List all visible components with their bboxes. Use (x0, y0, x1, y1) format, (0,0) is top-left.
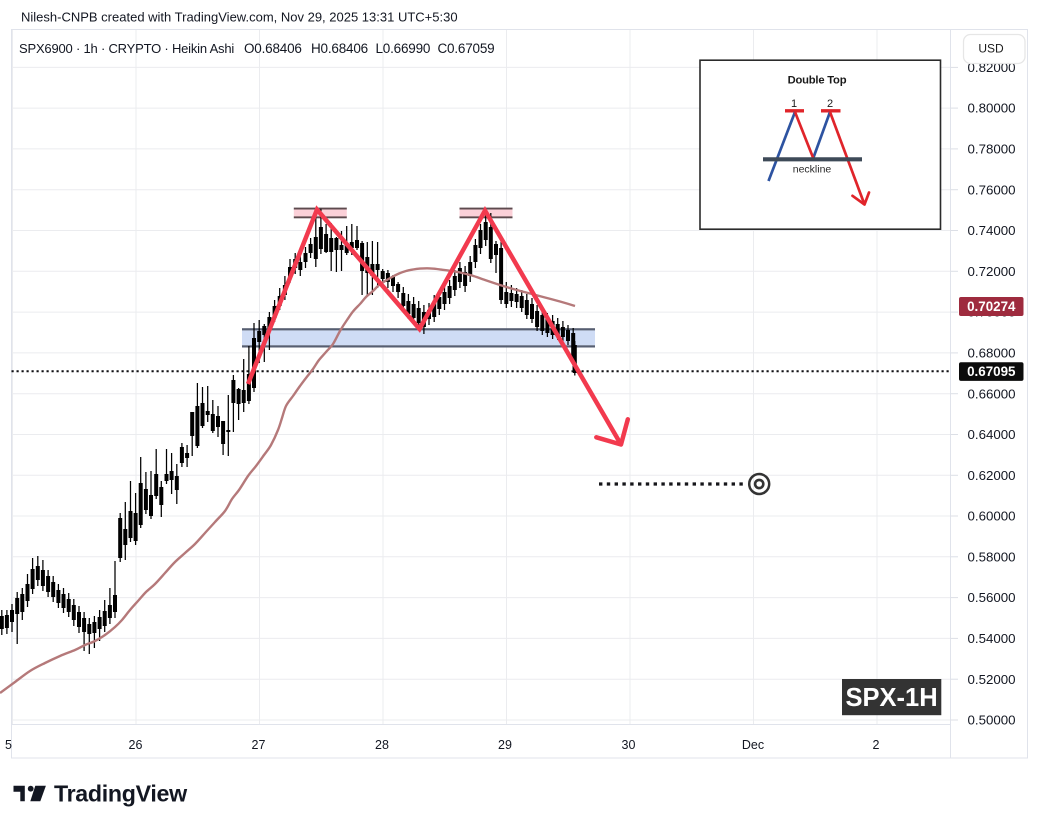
svg-text:30: 30 (622, 738, 636, 752)
svg-text:0.78000: 0.78000 (968, 142, 1016, 157)
svg-text:Nilesh-CNPB created with Tradi: Nilesh-CNPB created with TradingView.com… (21, 10, 458, 25)
svg-text:0.70274: 0.70274 (967, 299, 1016, 314)
svg-text:SPX6900 · 1h · CRYPTO · Heikin: SPX6900 · 1h · CRYPTO · Heikin Ashi (19, 41, 234, 56)
svg-text:0.62000: 0.62000 (968, 468, 1016, 483)
svg-text:0.64000: 0.64000 (968, 427, 1016, 442)
svg-text:0.60000: 0.60000 (968, 509, 1016, 524)
svg-text:5: 5 (5, 738, 12, 752)
svg-text:26: 26 (129, 738, 143, 752)
svg-text:2: 2 (827, 98, 833, 110)
svg-text:2: 2 (873, 738, 880, 752)
svg-text:0.74000: 0.74000 (968, 223, 1016, 238)
svg-text:28: 28 (375, 738, 389, 752)
svg-text:O0.68406: O0.68406 (244, 41, 302, 56)
svg-text:0.80000: 0.80000 (968, 101, 1016, 116)
svg-text:TradingView: TradingView (54, 781, 188, 807)
svg-text:27: 27 (252, 738, 266, 752)
svg-text:0.76000: 0.76000 (968, 182, 1016, 197)
svg-text:29: 29 (498, 738, 512, 752)
svg-text:0.67095: 0.67095 (967, 364, 1016, 379)
svg-text:0.50000: 0.50000 (968, 713, 1016, 728)
svg-text:0.68000: 0.68000 (968, 346, 1016, 361)
svg-text:H0.68406: H0.68406 (311, 41, 368, 56)
svg-text:0.72000: 0.72000 (968, 264, 1016, 279)
svg-text:0.58000: 0.58000 (968, 549, 1016, 564)
svg-text:Dec: Dec (742, 738, 764, 752)
svg-text:SPX-1H: SPX-1H (846, 684, 938, 712)
svg-text:0.66000: 0.66000 (968, 386, 1016, 401)
svg-text:L0.66990: L0.66990 (376, 41, 431, 56)
svg-text:1: 1 (791, 98, 797, 110)
svg-text:neckline: neckline (793, 164, 832, 176)
svg-text:C0.67059: C0.67059 (438, 41, 495, 56)
svg-text:0.54000: 0.54000 (968, 631, 1016, 646)
svg-text:USD: USD (978, 42, 1004, 56)
svg-text:Double Top: Double Top (788, 75, 847, 87)
svg-text:0.56000: 0.56000 (968, 590, 1016, 605)
svg-text:0.52000: 0.52000 (968, 672, 1016, 687)
